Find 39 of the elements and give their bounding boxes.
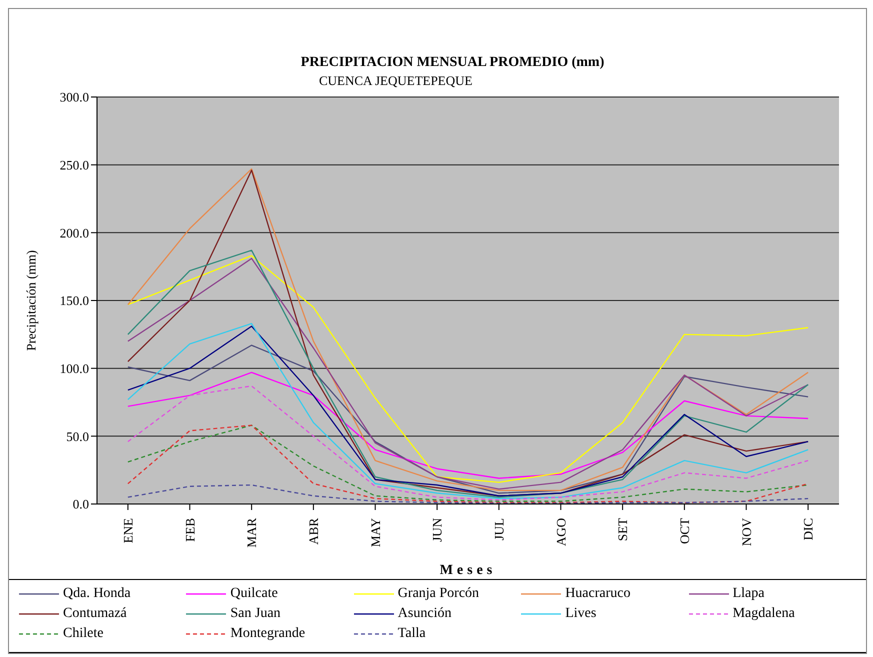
legend-label: Granja Porcón [398,586,480,602]
y-tick-label: 0.0 [72,496,89,512]
y-tick-label: 50.0 [66,428,89,444]
legend-label: Magdalena [732,606,795,622]
line-series [127,372,809,479]
chart-title: PRECIPITACION MENSUAL PROMEDIO (mm) [300,55,606,71]
legend-label: Montegrande [230,626,306,642]
y-tick-label: 200.0 [60,225,89,240]
legend-label: Asunción [398,606,452,622]
x-tick-label: OCT [676,518,692,544]
y-tick-label: 150.0 [60,293,89,308]
legend-label: Quilcate [230,586,278,602]
x-tick-label: ABR [306,518,321,545]
line-series [127,484,809,504]
chart-subtitle: CUENCA JEQUETEPEQUE [319,73,474,89]
x-axis-title: Meses [440,563,496,578]
legend-label: Lives [565,606,596,622]
legend-label: Llapa [732,586,764,602]
y-axis-title: Precipitación (mm) [24,250,39,351]
x-tick-label: MAY [368,517,383,548]
legend-label: Talla [398,626,426,642]
legend-label: San Juan [230,606,281,622]
x-tick-label: JUN [430,517,445,542]
x-tick-label: AGO [553,518,568,546]
x-tick-label: DIC [800,518,816,540]
y-tick-label: 300.0 [60,90,89,105]
x-tick-label: JUL [491,518,506,540]
x-tick-label: FEB [182,518,198,542]
x-tick-label: MAR [244,518,260,548]
y-tick-label: 250.0 [60,157,89,172]
y-tick-label: 100.0 [60,360,89,376]
legend-label: Chilete [63,626,104,642]
legend-label: Contumazá [63,606,127,622]
x-tick-label: ENE [120,518,136,544]
x-tick-label: SET [615,518,630,542]
legend-label: Qda. Honda [63,586,131,602]
legend-label: Huacraruco [565,586,630,602]
line-series [127,385,809,501]
x-tick-label: NOV [738,517,754,546]
